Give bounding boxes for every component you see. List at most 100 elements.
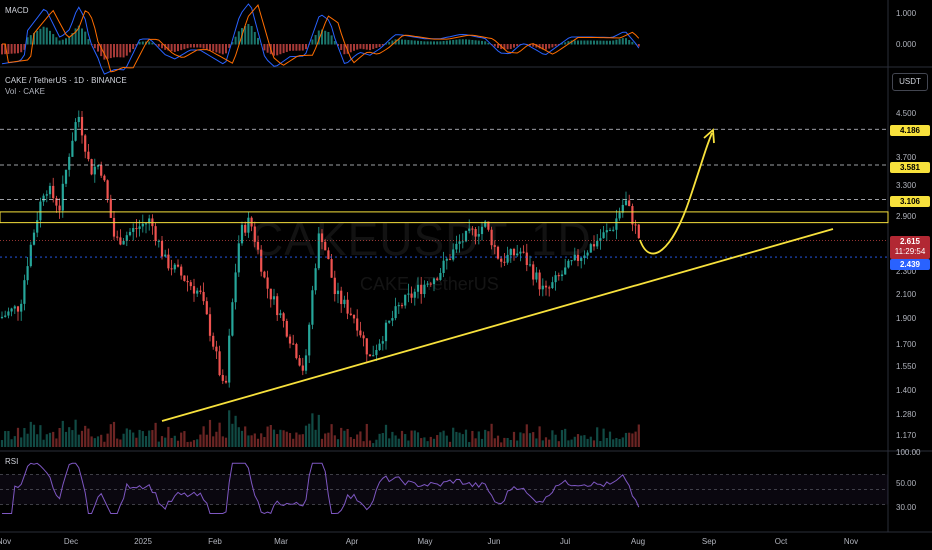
- volume-bar: [416, 432, 420, 447]
- macd-histogram-bar: [532, 44, 535, 47]
- candle-body: [135, 228, 138, 230]
- candle-body: [80, 116, 84, 136]
- volume-bar: [391, 431, 394, 447]
- candle-body: [522, 251, 525, 253]
- candle-body: [90, 159, 93, 175]
- volume-bar: [263, 437, 266, 447]
- volume-bar: [20, 437, 23, 447]
- volume-bar: [615, 437, 618, 447]
- macd-histogram-bar: [477, 40, 480, 45]
- volume-bar: [260, 433, 263, 447]
- currency-button[interactable]: USDT: [892, 73, 928, 91]
- volume-bar: [311, 413, 314, 447]
- macd-histogram-bar: [263, 44, 266, 51]
- volume-bar: [429, 436, 432, 447]
- volume-bar: [36, 434, 39, 447]
- volume-bar: [125, 428, 128, 447]
- macd-histogram-bar: [497, 44, 499, 49]
- volume-bar: [509, 439, 512, 447]
- candle-body: [16, 306, 20, 312]
- macd-histogram-bar: [93, 44, 96, 49]
- macd-histogram-bar: [81, 28, 83, 45]
- macd-histogram-bar: [609, 40, 611, 45]
- volume-bar: [23, 428, 26, 447]
- volume-bar: [394, 435, 397, 447]
- price-tick: 1.900: [896, 314, 917, 323]
- candle-body: [480, 226, 484, 235]
- macd-histogram-bar: [375, 44, 378, 49]
- macd-histogram-bar: [311, 39, 314, 45]
- candle-body: [39, 201, 42, 221]
- candle-body: [196, 290, 199, 294]
- candle-body: [160, 240, 164, 257]
- candle-body: [77, 116, 80, 123]
- candle-body: [29, 244, 32, 267]
- macd-histogram-bar: [151, 42, 154, 45]
- candle-body: [490, 229, 493, 246]
- volume-bar: [164, 437, 167, 447]
- symbol-title[interactable]: CAKE / TetherUS · 1D · BINANCE: [5, 76, 127, 85]
- macd-histogram-bar: [250, 25, 253, 45]
- macd-histogram-bar: [58, 40, 61, 45]
- macd-histogram-bar: [180, 44, 183, 51]
- macd-histogram-bar: [23, 44, 26, 50]
- macd-tick-1: 1.000: [896, 9, 917, 18]
- volume-bar: [138, 429, 141, 447]
- volume-bar: [279, 429, 282, 447]
- candle-body: [36, 220, 39, 233]
- volume-bar: [231, 423, 234, 447]
- volume-bar: [55, 438, 58, 447]
- volume-bar: [538, 426, 541, 447]
- macd-histogram-bar: [628, 40, 631, 45]
- candle-body: [218, 351, 221, 376]
- macd-histogram-bar: [429, 41, 432, 45]
- candle-body: [471, 228, 474, 230]
- volume-bar: [151, 430, 154, 447]
- macd-histogram-bar: [132, 44, 135, 50]
- macd-pane[interactable]: MACD 1.000 0.000: [0, 0, 932, 66]
- volume-bar: [516, 440, 519, 447]
- price-tick: 1.400: [896, 386, 917, 395]
- volume-bar: [496, 435, 500, 447]
- price-tick: 1.280: [896, 410, 917, 419]
- macd-histogram-bar: [359, 44, 362, 49]
- volume-bar: [503, 437, 506, 447]
- volume-bar: [240, 430, 244, 447]
- macd-histogram-bar: [77, 25, 80, 45]
- macd-histogram-bar: [276, 44, 279, 56]
- volume-bar: [42, 439, 45, 447]
- volume-bar: [199, 434, 202, 447]
- candle-body: [336, 290, 340, 295]
- volume-bar: [628, 432, 631, 447]
- projection-arrow: [639, 132, 713, 255]
- volume-bar: [490, 423, 493, 447]
- volume-bar: [384, 424, 388, 447]
- volume-bar: [583, 435, 586, 447]
- candle-body: [23, 280, 26, 304]
- rsi-tick-30: 30.00: [896, 503, 917, 512]
- candle-body: [301, 365, 304, 371]
- volume-bar: [237, 427, 240, 447]
- candle-body: [84, 135, 87, 152]
- macd-histogram-bar: [317, 30, 320, 45]
- volume-bar: [215, 431, 218, 447]
- candle-body: [628, 200, 631, 207]
- volume-bar: [346, 428, 349, 447]
- volume-bar: [602, 428, 605, 447]
- volume-bar: [119, 439, 122, 447]
- macd-histogram-bar: [10, 44, 13, 54]
- candle-body: [340, 290, 343, 305]
- macd-histogram-bar: [42, 26, 45, 45]
- candle-body: [93, 166, 96, 175]
- macd-histogram-bar: [618, 38, 621, 45]
- candle-body: [400, 305, 404, 307]
- volume-bar: [336, 439, 340, 447]
- candle-body: [503, 261, 506, 263]
- candle-body: [240, 224, 244, 244]
- volume-bar: [304, 425, 308, 447]
- candle-body: [372, 355, 375, 357]
- level-badge-3581: 3.581: [890, 162, 930, 173]
- volume-label: Vol · CAKE: [5, 87, 46, 96]
- time-axis-label: Feb: [208, 537, 222, 546]
